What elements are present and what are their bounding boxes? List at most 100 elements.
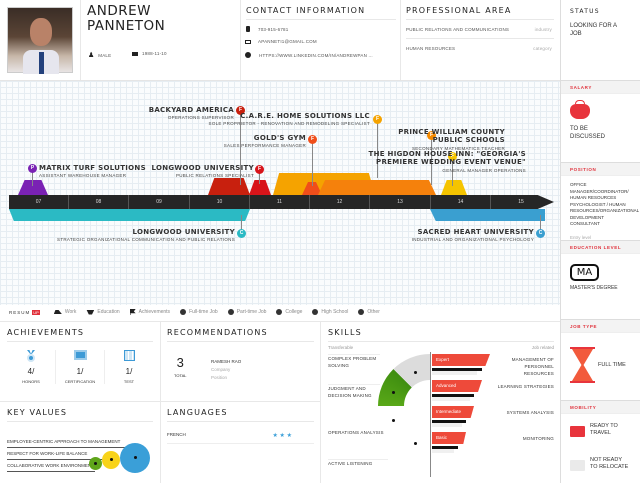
salary-value: TO BE DISCUSSED	[570, 126, 606, 140]
work-icon	[53, 310, 62, 314]
achievement-certification[interactable]: 1/ CERTIFICATION	[56, 350, 105, 384]
work-title[interactable]: THE HIGDON HOUSE INN: "GEORGIA'S PREMIER…	[368, 150, 526, 166]
other-icon	[358, 309, 365, 315]
part-time-pin-icon[interactable]: P	[28, 164, 37, 173]
skill-level-basic: Basic	[432, 432, 466, 444]
achievement-label: HONORS	[22, 379, 40, 384]
birthdate-value: 1988-11-10	[142, 51, 167, 56]
education-level-value: MASTER'S DEGREE	[570, 285, 618, 291]
achievement-label: TEST	[123, 379, 135, 384]
recommendations-title: RECOMMENDATIONS	[167, 328, 268, 337]
mobility-title: MOBILITY	[561, 400, 640, 414]
legend-other[interactable]: Other	[358, 309, 380, 315]
work-shape-pwcs	[318, 180, 436, 195]
certificate-icon	[73, 350, 87, 360]
phone-value[interactable]: 703-915-6781	[258, 26, 289, 32]
travel-value: READY TO TRAVEL	[590, 423, 618, 436]
status-section: STATUS LOOKING FOR A JOB	[560, 0, 640, 80]
full-time-pin-icon[interactable]: F	[255, 165, 264, 174]
legend-achievements[interactable]: Achievements	[129, 309, 170, 315]
birthdate-field: 1988-11-10	[132, 51, 167, 56]
transferable-skill: COMPLEX PROBLEM SOLVING	[328, 354, 380, 369]
job-type-section: JOB TYPE FULL TIME	[560, 319, 640, 400]
mail-icon	[245, 39, 251, 44]
achievement-count: 1/	[125, 367, 133, 376]
achievement-test[interactable]: 1/ TEST	[105, 350, 153, 384]
recommender-position: Position	[211, 375, 228, 380]
college-pin-icon[interactable]: C	[536, 229, 545, 238]
industry-label: industry	[534, 27, 552, 32]
languages-title: LANGUAGES	[167, 408, 228, 417]
gift-icon	[132, 51, 138, 56]
work-title[interactable]: C.A.R.E. HOME SOLUTIONS LLC	[240, 112, 370, 120]
category-value: HUMAN RESOURCES	[406, 46, 456, 51]
legend-high-school[interactable]: High School	[312, 309, 348, 315]
transferable-skill: JUDGMENT AND DECISION MAKING	[328, 384, 380, 399]
key-values-list: EMPLOYEE-CENTRIC APPROACH TO MANAGEMENT …	[7, 436, 125, 472]
work-subtitle: PUBLIC RELATIONS SPECIALIST	[175, 173, 254, 178]
degree-badge-icon: MA	[570, 264, 599, 281]
work-title[interactable]: GOLD'S GYM	[253, 134, 306, 142]
first-name: ANDREW	[87, 3, 151, 19]
website-link[interactable]: HTTPS://WWW.LINKEDIN.COM/IN/ANDREWPAN ..…	[259, 52, 373, 58]
key-values-title: KEY VALUES	[7, 408, 68, 417]
work-title[interactable]: MATRIX TURF SOLUTIONS	[39, 164, 146, 172]
year-tick: 12	[310, 195, 370, 209]
legend-full-time[interactable]: Full-time Job	[180, 309, 218, 315]
work-subtitle: ASSISTANT WAREHOUSE MANAGER	[39, 173, 127, 178]
job-related-skill: MONITORING	[522, 436, 554, 441]
transferable-header: Transferable	[328, 345, 354, 350]
last-name: PANNETON	[87, 18, 166, 34]
education-title[interactable]: LONGWOOD UNIVERSITY	[132, 228, 235, 236]
work-title[interactable]: PRINCE WILLIAM COUNTY PUBLIC SCHOOLS	[398, 128, 505, 144]
medal-icon	[26, 350, 36, 362]
year-tick: 09	[129, 195, 190, 209]
transferable-skill: ACTIVE LISTENING	[328, 459, 388, 467]
work-subtitle: OPERATIONS SUPERVISOR	[167, 115, 234, 120]
full-time-pin-icon[interactable]: F	[236, 106, 245, 115]
work-title[interactable]: BACKYARD AMERICA	[148, 106, 234, 114]
achievement-label: CERTIFICATION	[64, 379, 96, 384]
education-subtitle: INDUSTRIAL AND ORGANIZATIONAL PSYCHOLOGY	[411, 237, 534, 242]
full-time-pin-icon[interactable]: F	[427, 131, 436, 140]
position-value: OFFICE MANAGER/COORDINATOR/ HUMAN RESOUR…	[570, 182, 640, 226]
profile-photo	[7, 7, 73, 74]
work-subtitle: SALES PERFORMANCE MANAGER	[223, 143, 306, 148]
achievements-list: 4/ HONORS 1/ CERTIFICATION 1/ TEST	[7, 350, 153, 384]
legend-work[interactable]: Work	[53, 309, 76, 315]
full-time-pin-icon[interactable]: F	[448, 152, 457, 161]
position-title: POSITION	[561, 162, 640, 176]
college-icon	[276, 309, 283, 315]
year-tick: 10	[190, 195, 250, 209]
language-row: FRENCH ★ ★ ★	[167, 432, 314, 444]
legend-part-time[interactable]: Part-time Job	[227, 309, 266, 315]
achievement-count: 4/	[27, 367, 35, 376]
work-title[interactable]: LONGWOOD UNIVERSITY	[151, 164, 254, 172]
full-time-pin-icon[interactable]: F	[373, 115, 382, 124]
full-time-pin-icon[interactable]: F	[308, 135, 317, 144]
work-subtitle: GENERAL MANAGER OPERATIONS	[442, 168, 526, 173]
recommender-name: RAMESH RAO	[211, 359, 242, 364]
high-school-icon	[312, 309, 319, 315]
achievement-honors[interactable]: 4/ HONORS	[7, 350, 56, 384]
work-subtitle: SOLE PROPRIETOR - RENOVATION AND REMODEL…	[208, 121, 370, 126]
skill-level-expert: Expert	[432, 354, 490, 366]
skill-level-intermediate: Intermediate	[432, 406, 474, 418]
relocate-icon	[570, 460, 585, 471]
legend-education[interactable]: Education	[86, 309, 120, 315]
job-type-value: FULL TIME	[598, 362, 626, 368]
legend-college[interactable]: College	[276, 309, 302, 315]
education-title[interactable]: SACRED HEART UNIVERSITY	[417, 228, 534, 236]
recommender-company: Company	[211, 367, 231, 372]
globe-icon	[245, 52, 251, 58]
contact-title: CONTACT INFORMATION	[246, 6, 366, 15]
education-level-section: EDUCATION LEVEL MA MASTER'S DEGREE	[560, 240, 640, 319]
graduation-cap-icon	[86, 309, 95, 315]
year-tick: 08	[69, 195, 129, 209]
edu-shape-sacred-heart	[430, 209, 545, 221]
key-value-bubble-small	[89, 457, 102, 470]
email-value[interactable]: APANNETI1@GMAIL.COM	[258, 39, 317, 44]
work-shape-golds	[302, 182, 322, 195]
recommendation-item[interactable]: RAMESH RAO Company Position	[211, 358, 241, 382]
college-pin-icon[interactable]: C	[237, 229, 246, 238]
